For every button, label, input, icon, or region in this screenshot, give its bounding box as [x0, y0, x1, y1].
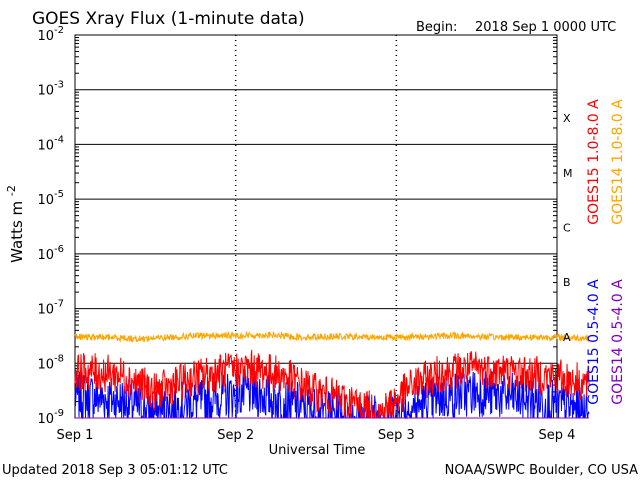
flare-class-label: C	[563, 222, 571, 235]
y-tick-label: 10-4	[37, 134, 64, 153]
y-tick-label: 10-2	[37, 25, 64, 44]
begin-label: Begin:	[416, 20, 457, 35]
x-tick-label: Sep 2	[217, 428, 254, 443]
updated-timestamp: Updated 2018 Sep 3 05:01:12 UTC	[2, 463, 228, 478]
flare-class-label: M	[563, 167, 573, 180]
y-axis-label: Watts m -2	[5, 185, 26, 263]
y-tick-label: 10-3	[37, 80, 64, 99]
y-tick-label: 10-8	[37, 353, 64, 372]
legend-right: GOES15 1.0-8.0 A GOES14 1.0-8.0 A	[586, 99, 626, 225]
y-tick-label: 10-6	[37, 244, 64, 263]
begin-value: 2018 Sep 1 0000 UTC	[475, 20, 616, 35]
x-tick-label: Sep 3	[378, 428, 415, 443]
legend-entry: GOES14 1.0-8.0 A	[610, 99, 626, 225]
series-line	[74, 349, 590, 419]
y-tick-labels: 10-9 10-8 10-7 10-6 10-5 10-4 10-3 10-2	[37, 25, 64, 427]
x-tick-labels: Sep 1 Sep 2 Sep 3 Sep 4	[57, 428, 576, 443]
y-tick-label: 10-9	[37, 408, 64, 427]
flare-class-labels: A B C M X	[563, 112, 573, 344]
legend-entry: GOES15 0.5-4.0 A	[586, 279, 602, 405]
legend-entry: GOES14 0.5-4.0 A	[610, 279, 626, 405]
flare-class-label: X	[563, 112, 571, 125]
x-tick-label: Sep 1	[57, 428, 94, 443]
credit-text: NOAA/SWPC Boulder, CO USA	[445, 463, 638, 478]
series-line	[74, 330, 590, 343]
flare-class-label: B	[563, 276, 571, 289]
series-layer	[74, 330, 590, 420]
x-tick-label: Sep 4	[539, 428, 576, 443]
y-tick-label: 10-7	[37, 299, 64, 318]
x-axis-label: Universal Time	[269, 443, 366, 458]
legend-left: GOES15 0.5-4.0 A GOES14 0.5-4.0 A	[586, 279, 626, 405]
y-tick-label: 10-5	[37, 189, 64, 208]
flare-class-label: A	[563, 331, 571, 344]
chart-title: GOES Xray Flux (1-minute data)	[32, 9, 305, 29]
legend-entry: GOES15 1.0-8.0 A	[586, 99, 602, 225]
